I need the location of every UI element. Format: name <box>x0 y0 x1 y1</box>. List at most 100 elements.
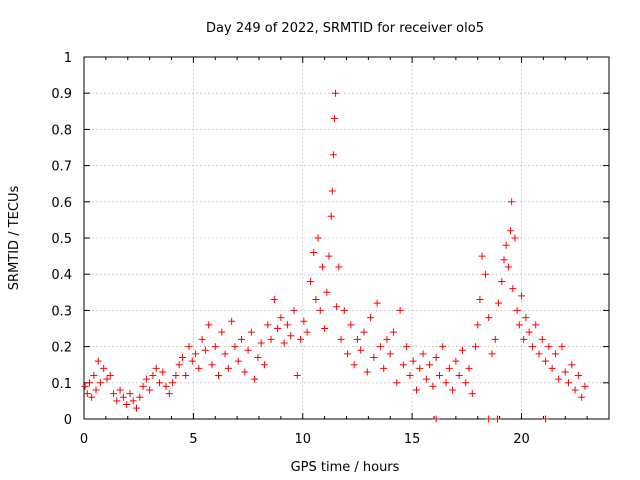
data-point <box>119 393 127 401</box>
x-tick-label: 10 <box>294 432 311 447</box>
data-point <box>123 401 131 409</box>
y-tick-label: 0.6 <box>51 196 72 211</box>
data-point <box>136 393 144 401</box>
data-point <box>218 328 226 336</box>
y-tick-label: 0.8 <box>51 123 72 138</box>
data-point <box>472 343 480 351</box>
data-point <box>551 350 559 358</box>
data-point <box>215 372 223 380</box>
data-point <box>357 346 365 354</box>
data-point <box>340 306 348 314</box>
x-axis-label: GPS time / hours <box>291 460 400 475</box>
data-point <box>442 379 450 387</box>
data-point <box>283 321 291 329</box>
data-point <box>528 343 536 351</box>
data-point <box>94 357 102 365</box>
data-point <box>344 350 352 358</box>
data-point <box>520 335 528 343</box>
data-point <box>403 343 411 351</box>
data-point <box>413 386 420 394</box>
data-point <box>509 285 517 293</box>
data-point <box>211 343 219 351</box>
data-point <box>316 306 324 314</box>
data-point <box>350 361 358 369</box>
data-point <box>228 317 236 325</box>
data-point <box>277 314 285 322</box>
data-point <box>452 357 460 365</box>
data-point <box>81 382 89 390</box>
data-point <box>85 379 93 387</box>
data-point <box>561 368 569 376</box>
chart-title: Day 249 of 2022, SRMTID for receiver olo… <box>206 21 484 36</box>
data-point <box>445 364 453 372</box>
data-point <box>571 386 579 394</box>
data-point <box>353 335 361 343</box>
data-point <box>426 361 434 369</box>
data-point <box>201 346 209 354</box>
data-point <box>90 372 98 380</box>
data-point <box>525 328 533 336</box>
data-point <box>146 386 154 394</box>
data-point <box>360 328 368 336</box>
data-point <box>113 397 121 405</box>
data-point <box>280 339 288 347</box>
data-point <box>468 390 476 398</box>
data-point <box>185 343 193 351</box>
data-point <box>574 372 582 380</box>
data-point <box>328 187 336 195</box>
data-point <box>373 299 381 307</box>
data-point <box>419 350 427 358</box>
data-point <box>432 353 440 361</box>
data-point <box>485 415 493 423</box>
data-point <box>192 350 200 358</box>
y-tick-label: 0 <box>64 413 72 428</box>
data-point <box>323 288 331 296</box>
data-point <box>165 390 173 398</box>
data-point <box>310 248 318 256</box>
data-point <box>511 234 519 242</box>
data-point <box>224 364 232 372</box>
data-point <box>380 364 388 372</box>
data-point <box>455 372 463 380</box>
y-axis-label: SRMTID / TECUs <box>7 186 22 291</box>
data-point <box>542 415 550 423</box>
data-point <box>195 364 203 372</box>
data-point <box>367 314 375 322</box>
data-point <box>578 393 586 401</box>
data-point <box>92 386 100 394</box>
data-point <box>159 368 167 376</box>
data-point <box>264 321 272 329</box>
data-points <box>81 89 589 423</box>
data-point <box>488 350 496 358</box>
data-point <box>238 335 245 343</box>
data-point <box>376 343 384 351</box>
data-point <box>300 317 308 325</box>
data-point <box>270 296 278 304</box>
data-point <box>390 328 398 336</box>
data-point <box>363 368 371 376</box>
data-point <box>172 372 180 380</box>
data-point <box>491 335 499 343</box>
x-tick-label: 5 <box>189 432 197 447</box>
data-point <box>274 325 282 332</box>
data-point <box>149 372 157 380</box>
data-point <box>542 357 550 365</box>
data-point <box>325 252 333 260</box>
data-point <box>435 372 443 380</box>
data-point <box>169 379 177 387</box>
data-point <box>251 375 259 383</box>
data-point <box>495 299 503 307</box>
data-point <box>335 263 343 271</box>
data-point <box>208 361 216 369</box>
data-point <box>332 89 340 97</box>
data-point <box>293 372 301 380</box>
data-point <box>260 361 268 369</box>
data-point <box>476 296 484 304</box>
data-point <box>306 277 314 285</box>
data-point <box>234 357 242 365</box>
data-point <box>449 386 457 394</box>
data-point <box>198 335 206 343</box>
data-point <box>500 256 508 264</box>
data-point <box>532 321 540 329</box>
y-tick-label: 0.9 <box>51 87 72 102</box>
